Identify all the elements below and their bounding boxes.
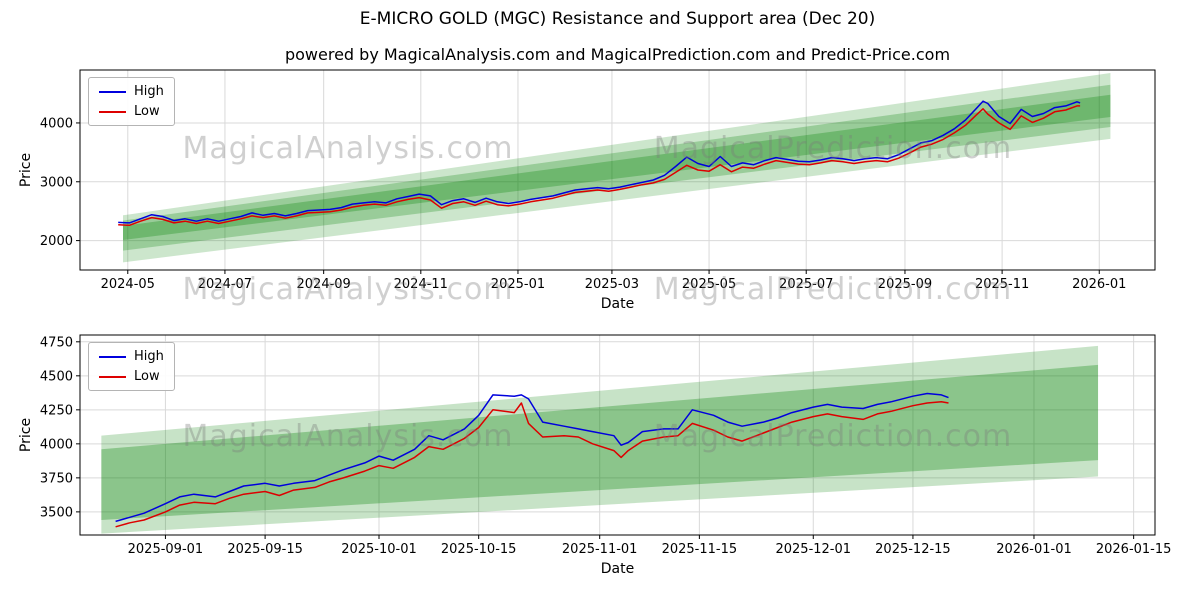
x-tick-label: 2026-01 [1072,277,1126,292]
y-tick-label: 2000 [40,234,73,249]
x-tick-label: 2025-07 [779,277,833,292]
x-axis-label-top: Date [600,296,635,312]
legend-label-low: Low [134,104,160,119]
x-tick-label: 2025-09-01 [128,542,204,557]
support-resistance-band [101,345,1099,534]
legend-item-low: Low [99,105,164,118]
x-tick-label: 2025-11-15 [662,542,738,557]
support-resistance-band [123,94,1111,241]
legend-bottom: High Low [88,342,175,391]
x-axis-label-bottom: Date [600,561,635,577]
legend-item-high: High [99,350,164,363]
x-tick-label: 2026-01-01 [996,542,1072,557]
x-tick-label: 2025-03 [585,277,639,292]
high-line-swatch [99,90,126,93]
y-tick-label: 3000 [40,175,73,190]
legend-item-low: Low [99,370,164,383]
y-tick-label: 4500 [40,369,73,384]
y-tick-label: 4000 [40,116,73,131]
support-resistance-band [123,84,1111,251]
low-line-swatch [99,375,126,378]
x-tick-label: 2025-12-01 [775,542,851,557]
legend-label-high: High [134,84,164,99]
legend-top: High Low [88,77,175,126]
x-tick-label: 2024-09 [297,277,351,292]
x-tick-label: 2025-11-01 [562,542,638,557]
low-line [118,105,1081,227]
y-axis-label-bottom: Price [18,417,34,453]
x-tick-label: 2024-05 [101,277,155,292]
support-resistance-band [123,72,1111,263]
x-tick-label: 2024-07 [198,277,252,292]
y-tick-label: 3500 [40,505,73,520]
legend-label-low: Low [134,369,160,384]
x-tick-label: 2025-10-01 [341,542,417,557]
x-tick-label: 2025-09 [878,277,932,292]
y-axis-label-top: Price [18,152,34,188]
support-resistance-band [101,364,1099,521]
legend-label-high: High [134,349,164,364]
chart-subtitle: powered by MagicalAnalysis.com and Magic… [284,45,951,64]
x-tick-label: 2025-01 [491,277,545,292]
x-tick-label: 2024-11 [394,277,448,292]
high-line [115,392,949,523]
legend-item-high: High [99,85,164,98]
x-tick-label: 2025-12-15 [875,542,951,557]
plot-border [79,334,1156,536]
plot-border [79,69,1156,271]
high-line [118,100,1081,224]
y-tick-label: 4000 [40,437,73,452]
y-tick-label: 3750 [40,471,73,486]
x-tick-label: 2026-01-15 [1096,542,1172,557]
chart-title: E-MICRO GOLD (MGC) Resistance and Suppor… [359,9,876,29]
x-tick-label: 2025-09-15 [227,542,303,557]
low-line [115,400,949,528]
x-tick-label: 2025-05 [682,277,736,292]
y-tick-label: 4250 [40,403,73,418]
high-line-swatch [99,355,126,358]
y-tick-label: 4750 [40,335,73,350]
x-tick-label: 2025-11 [975,277,1029,292]
x-tick-label: 2025-10-15 [441,542,517,557]
low-line-swatch [99,110,126,113]
